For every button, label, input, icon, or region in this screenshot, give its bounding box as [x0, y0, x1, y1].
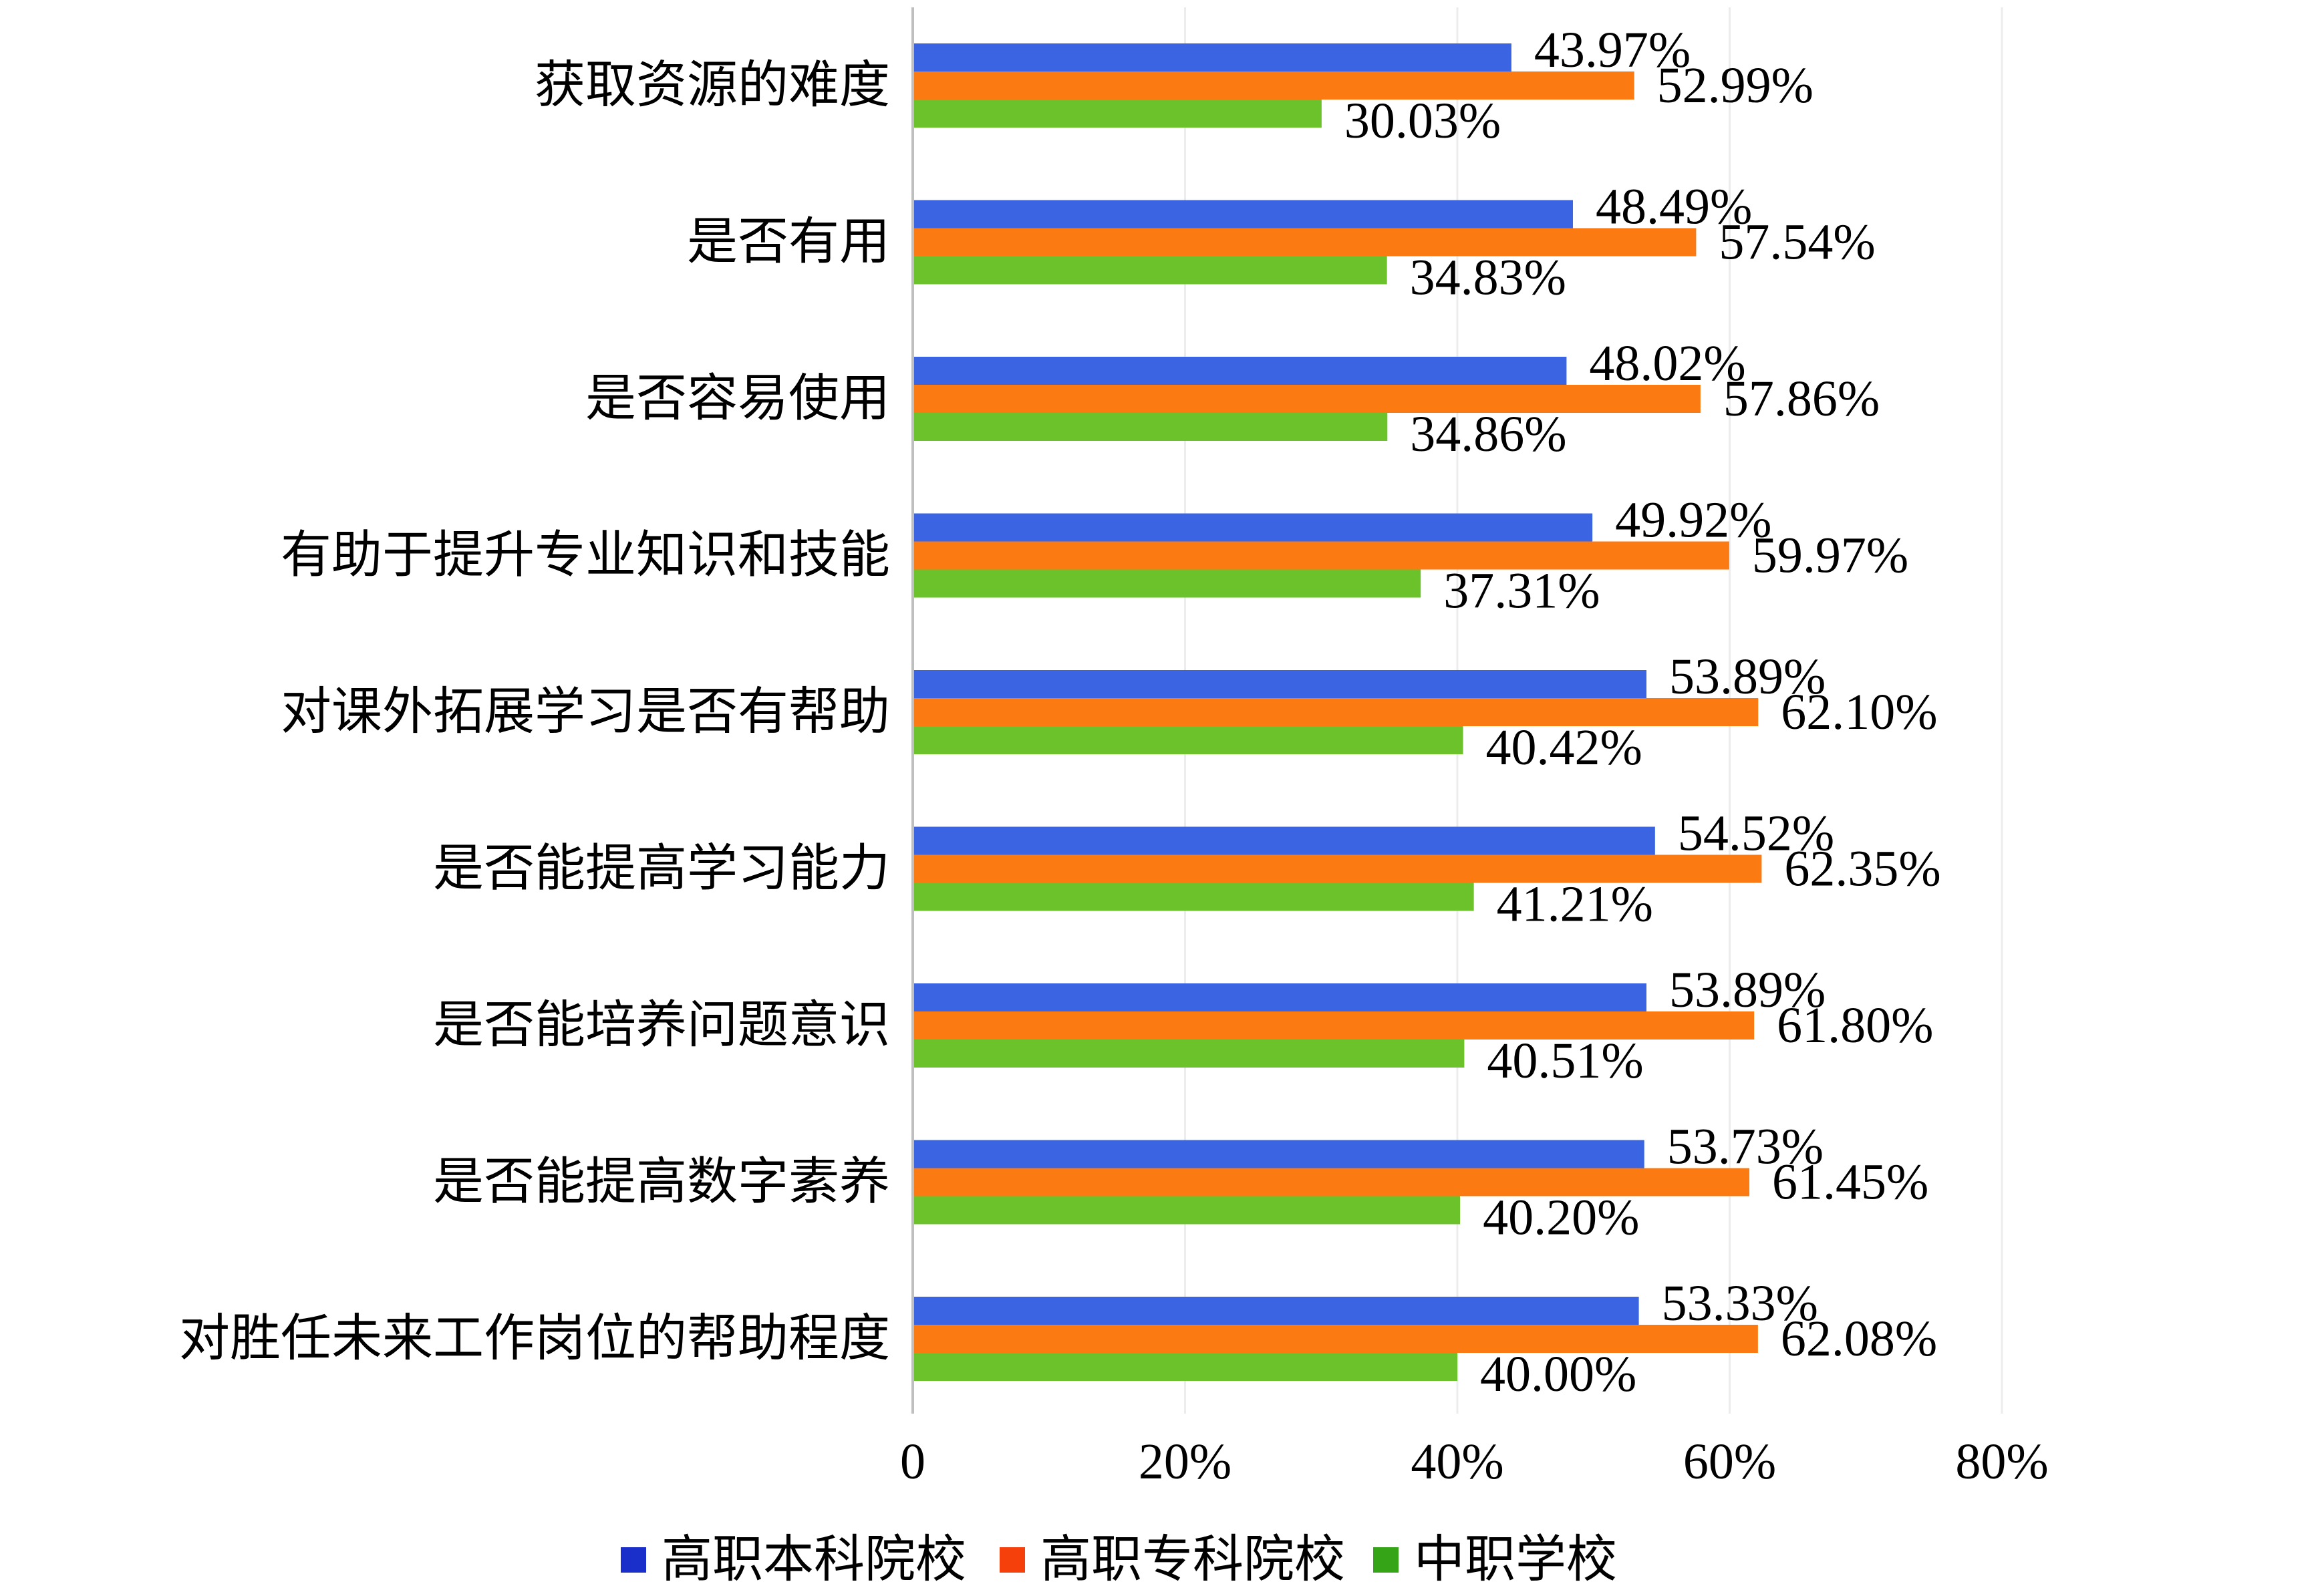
bar-series-1 [913, 983, 1647, 1011]
bar-series-1 [913, 670, 1647, 698]
legend-item: 高职专科院校 [1000, 1532, 1345, 1588]
data-label: 62.10% [1781, 684, 1937, 740]
bar-series-1 [913, 1297, 1639, 1325]
x-tick-label: 20% [1139, 1434, 1231, 1490]
category-label: 是否容易使用 [585, 371, 890, 427]
data-labels: 43.97%52.99% 30.03% 48.49%57.54% 34.83% 48.0… [1344, 22, 1941, 1402]
category-label: 获取资源的难度 [535, 57, 890, 114]
data-label: 52.99% [1657, 57, 1813, 114]
bar-series-1 [913, 826, 1655, 855]
data-label: 57.86% [1723, 371, 1880, 427]
legend-marker [1373, 1547, 1399, 1573]
legend: 高职本科院校 高职专科院校 中职学校 [621, 1532, 1617, 1588]
data-label: 53.33% [1662, 1275, 1818, 1331]
data-label: 61.80% [1777, 997, 1933, 1054]
bar-series-2 [913, 1325, 1758, 1353]
bar-series-3 [913, 256, 1387, 285]
data-label: 61.45% [1772, 1154, 1928, 1211]
data-label: 40.00% [1480, 1346, 1636, 1402]
bar-series-3 [913, 1040, 1465, 1068]
bar-series-3 [913, 1196, 1461, 1225]
bar-series-2 [913, 1168, 1750, 1196]
data-label: 62.35% [1784, 841, 1940, 897]
data-label: 57.54% [1719, 214, 1875, 271]
legend-label: 高职专科院校 [1040, 1532, 1345, 1588]
category-label: 是否能提高数字素养 [433, 1154, 890, 1211]
bar-series-1 [913, 513, 1593, 542]
x-axis-tick-labels: 0 20% 40% 60% 80% [900, 1434, 2049, 1490]
bar-series-3 [913, 413, 1388, 441]
category-label: 是否能培养问题意识 [433, 997, 890, 1054]
data-label: 53.73% [1667, 1119, 1824, 1175]
legend-marker [1000, 1547, 1025, 1573]
legend-item: 中职学校 [1373, 1532, 1617, 1588]
category-label: 是否有用 [687, 214, 890, 271]
data-label: 41.21% [1497, 876, 1653, 933]
data-label: 49.92% [1615, 492, 1771, 548]
category-label: 对课外拓展学习是否有帮助 [281, 684, 890, 740]
data-label: 30.03% [1344, 93, 1501, 149]
bar-series-1 [913, 200, 1573, 228]
data-label: 53.89% [1669, 649, 1826, 705]
bars [913, 43, 1762, 1381]
bar-series-3 [913, 1353, 1457, 1381]
data-label: 59.97% [1752, 528, 1908, 584]
data-label: 40.42% [1486, 720, 1642, 776]
bar-series-2 [913, 71, 1634, 100]
bar-series-1 [913, 43, 1511, 71]
bar-series-3 [913, 569, 1421, 598]
category-label: 对胜任未来工作岗位的帮助程度 [179, 1311, 890, 1367]
x-tick-label: 80% [1955, 1434, 2048, 1490]
category-label: 是否能提高学习能力 [433, 841, 890, 897]
category-label: 有助于提升专业知识和技能 [281, 528, 890, 584]
data-label: 48.49% [1596, 179, 1752, 235]
data-label: 34.86% [1410, 406, 1566, 462]
data-label: 40.20% [1483, 1190, 1639, 1246]
data-label: 48.02% [1589, 335, 1745, 391]
x-tick-label: 40% [1411, 1434, 1503, 1490]
bar-series-2 [913, 698, 1759, 726]
bar-series-3 [913, 883, 1474, 911]
data-label: 37.31% [1443, 563, 1600, 619]
bar-series-2 [913, 228, 1697, 257]
data-label: 40.51% [1487, 1033, 1643, 1089]
data-label: 43.97% [1534, 22, 1691, 78]
data-label: 34.83% [1410, 250, 1566, 306]
bar-series-3 [913, 726, 1463, 754]
bar-series-1 [913, 1140, 1644, 1168]
x-tick-label: 60% [1683, 1434, 1776, 1490]
bar-series-2 [913, 541, 1729, 570]
category-labels: 获取资源的难度是否有用是否容易使用有助于提升专业知识和技能对课外拓展学习是否有帮… [179, 57, 890, 1367]
x-tick-label: 0 [900, 1434, 925, 1490]
legend-item: 高职本科院校 [621, 1532, 966, 1588]
legend-marker [621, 1547, 646, 1573]
bar-series-2 [913, 385, 1701, 413]
bar-series-1 [913, 357, 1567, 385]
bar-series-2 [913, 1011, 1755, 1040]
legend-label: 高职本科院校 [662, 1532, 966, 1588]
bar-series-3 [913, 100, 1322, 128]
data-label: 54.52% [1678, 806, 1834, 862]
legend-label: 中职学校 [1414, 1532, 1617, 1588]
data-label: 62.08% [1781, 1311, 1937, 1367]
bar-series-2 [913, 854, 1762, 883]
data-label: 53.89% [1669, 962, 1826, 1018]
